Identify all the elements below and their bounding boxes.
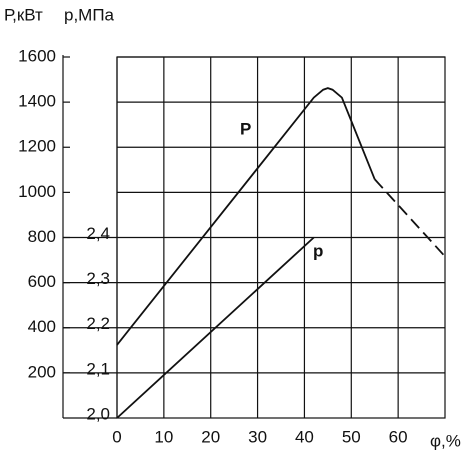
dashed-line — [374, 178, 446, 258]
x-tick-label: 60 — [389, 427, 408, 446]
x-tick-label: 50 — [342, 427, 361, 446]
x-tick-label: 30 — [248, 427, 267, 446]
x-axis-title: φ,% — [430, 431, 461, 450]
y2-tick-label: 2,4 — [86, 224, 110, 243]
line — [116, 87, 376, 346]
x-tick-label: 20 — [201, 427, 220, 446]
y-tick-label: 1400 — [18, 92, 56, 111]
line — [116, 236, 315, 419]
y-tick-label: 1000 — [18, 182, 56, 201]
y-tick-label: 400 — [28, 317, 56, 336]
y-tick-label: 200 — [28, 362, 56, 381]
y-tick-label: 1600 — [18, 46, 56, 65]
x-tick-label: 10 — [154, 427, 173, 446]
y2-tick-label: 2,1 — [86, 359, 110, 378]
series-label: Р — [240, 119, 251, 138]
y2-tick-label: 2,2 — [86, 314, 110, 333]
y2-tick-label: 2,3 — [86, 269, 110, 288]
x-tick-label: 40 — [295, 427, 314, 446]
x-tick-label: 0 — [112, 427, 121, 446]
y-tick-label: 1200 — [18, 137, 56, 156]
series-label: р — [313, 241, 323, 260]
y-axis-title: Р,кВт — [4, 5, 43, 24]
y-tick-label: 600 — [28, 272, 56, 291]
y-tick-label: 800 — [28, 227, 56, 246]
y2-axis-title: р,МПа — [64, 5, 115, 24]
y2-tick-label: 2,0 — [86, 404, 110, 423]
